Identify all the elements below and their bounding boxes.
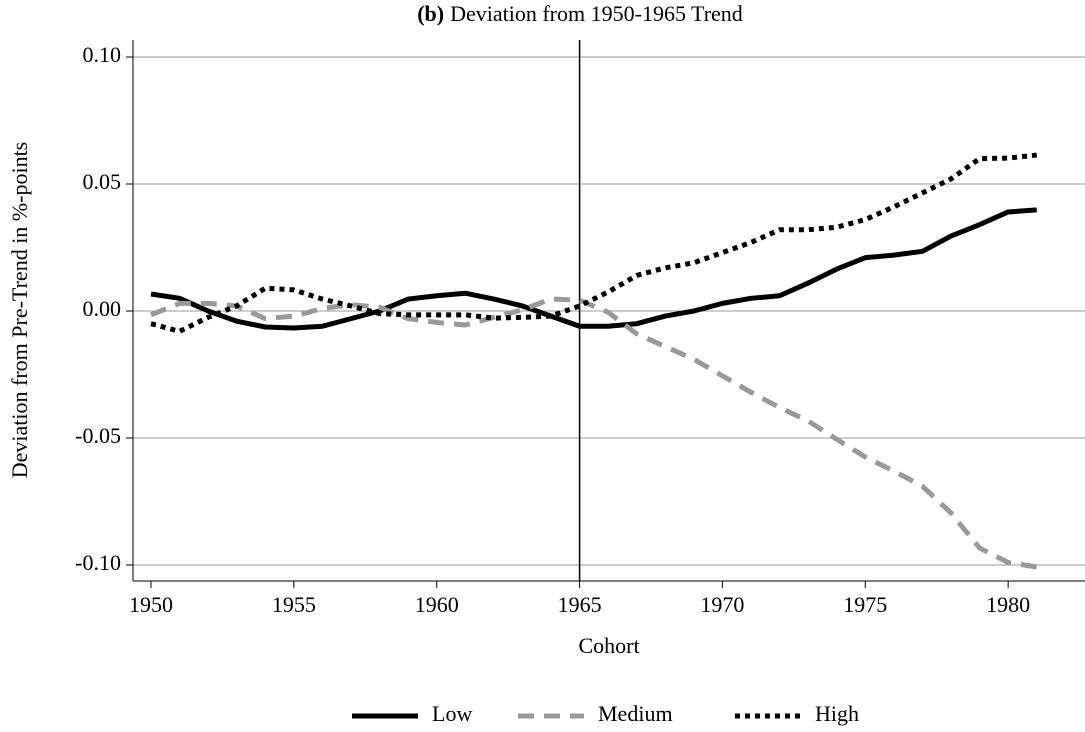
x-tick-label: 1970 — [700, 592, 744, 617]
y-tick-label: 0.00 — [83, 296, 122, 321]
x-tick-label: 1975 — [843, 592, 887, 617]
legend-label: Medium — [598, 701, 673, 726]
x-tick-label: 1960 — [415, 592, 459, 617]
chart-title: (b) Deviation from 1950-1965 Trend — [417, 1, 743, 26]
y-tick-label: 0.05 — [83, 169, 122, 194]
legend-label: High — [815, 701, 859, 726]
y-axis-label: Deviation from Pre-Trend in %-points — [7, 142, 32, 478]
x-tick-label: 1950 — [129, 592, 173, 617]
y-tick-label: -0.05 — [75, 423, 121, 448]
x-tick-label: 1965 — [558, 592, 602, 617]
series-line — [150, 152, 1037, 334]
y-tick-label: -0.10 — [75, 550, 121, 575]
legend-label: Low — [432, 701, 472, 726]
title-text: Deviation from 1950-1965 Trend — [450, 1, 743, 26]
x-axis-label: Cohort — [578, 633, 639, 658]
y-tick-label: 0.10 — [83, 42, 122, 67]
x-tick-label: 1955 — [272, 592, 316, 617]
series-line — [150, 296, 1038, 570]
panel-label: (b) — [417, 1, 444, 26]
series-line — [150, 207, 1037, 331]
x-tick-label: 1980 — [986, 592, 1030, 617]
